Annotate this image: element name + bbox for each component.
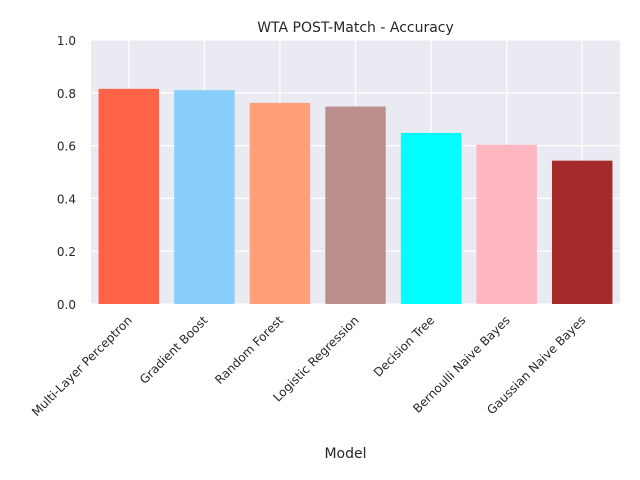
bar (325, 106, 386, 304)
bar (476, 144, 537, 304)
bar (551, 160, 613, 304)
bar (400, 132, 462, 304)
x-tick-label: Logistic Regression (270, 313, 361, 404)
x-tick-label: Random Forest (212, 313, 286, 387)
y-tick-label: 0.2 (57, 245, 76, 259)
y-tick-label: 0.4 (57, 192, 76, 206)
y-tick-label: 0.8 (57, 87, 76, 101)
y-tick-label: 1.0 (57, 34, 76, 48)
bar (98, 88, 160, 304)
bar (174, 90, 235, 304)
x-tick-label: Decision Tree (371, 313, 437, 379)
chart-title: WTA POST-Match - Accuracy (257, 20, 454, 36)
bars (98, 88, 613, 304)
y-tick-labels: 0.0 0.2 0.4 0.6 0.8 1.0 (57, 34, 76, 312)
x-tick-label: Gradient Boost (137, 313, 211, 387)
y-tick-label: 0.0 (57, 298, 76, 312)
x-tick-label: Multi-Layer Perceptron (29, 313, 135, 419)
y-tick-label: 0.6 (57, 140, 76, 154)
x-tick-labels: Multi-Layer Perceptron Gradient Boost Rand… (29, 313, 588, 419)
bar (249, 102, 311, 304)
x-axis-label: Model (324, 446, 366, 462)
